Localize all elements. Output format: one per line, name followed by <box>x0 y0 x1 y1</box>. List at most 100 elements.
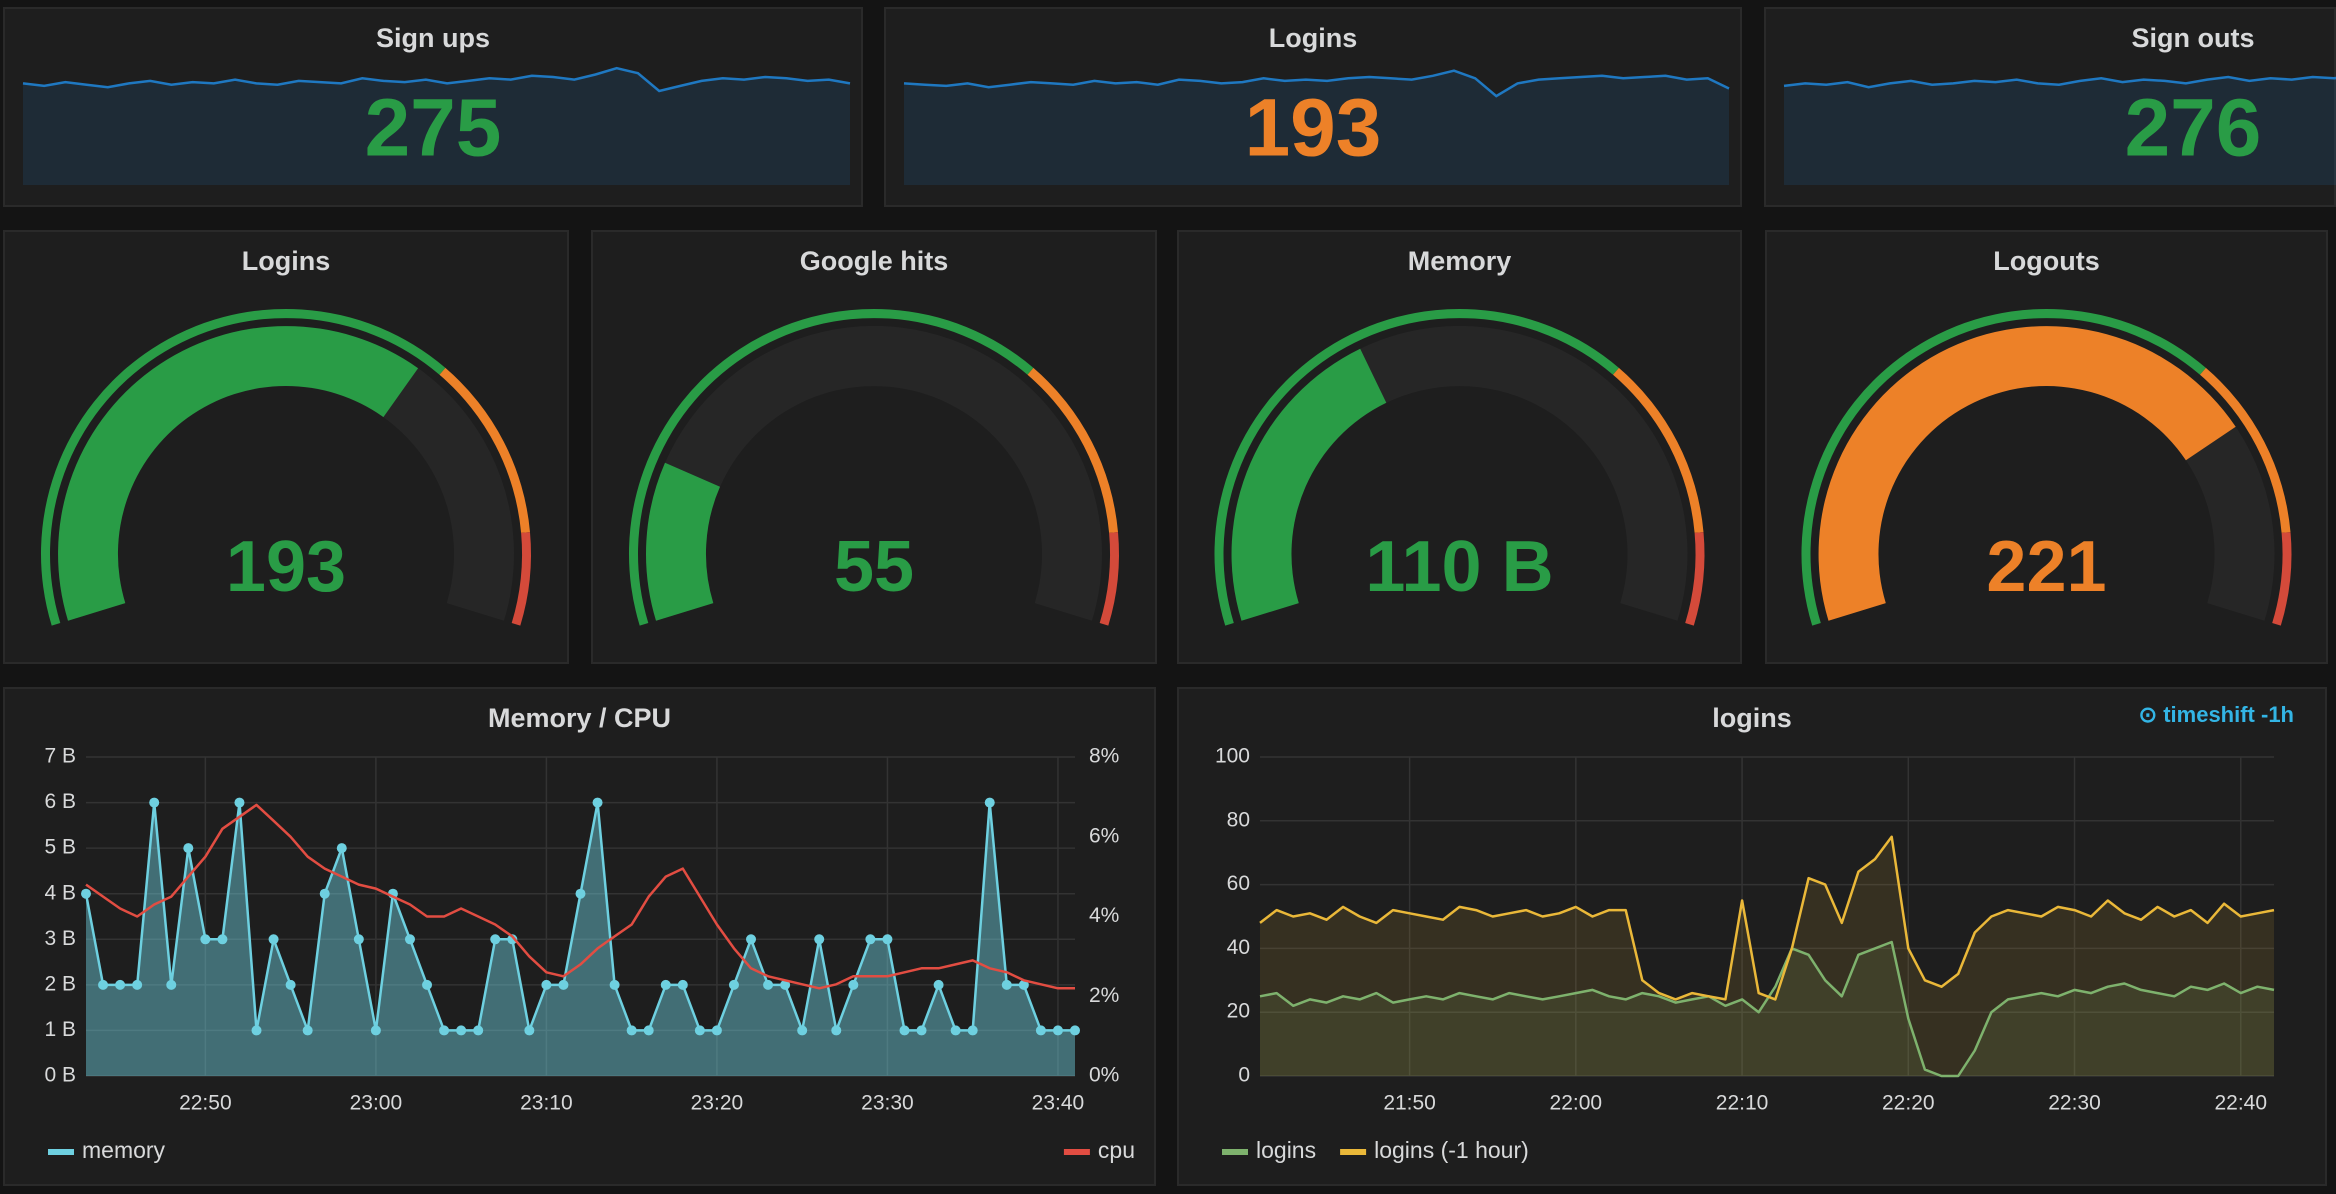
series-point <box>336 843 347 854</box>
gauge-threshold <box>439 367 530 533</box>
gauge-value-label: 110 B <box>1365 527 1553 607</box>
series-point <box>524 1025 535 1036</box>
series-point <box>763 979 774 990</box>
gauge-value <box>1231 348 1387 621</box>
series-point <box>626 1025 637 1036</box>
y2-tick-label: 2% <box>1089 984 1119 1007</box>
y-tick-label: 100 <box>1215 745 1250 768</box>
series-point <box>1001 979 1012 990</box>
series-point <box>916 1025 927 1036</box>
x-tick-label: 22:10 <box>1716 1092 1769 1115</box>
y-tick-label: 0 <box>1238 1064 1250 1087</box>
y-tick-label: 1 B <box>44 1018 76 1041</box>
legend-label: memory <box>82 1137 166 1163</box>
series-point <box>1018 979 1029 990</box>
annotation: ⊙ timeshift -1h <box>2139 702 2294 727</box>
series-point <box>319 888 330 899</box>
gauge-threshold <box>1613 367 1704 533</box>
series-point <box>797 1025 808 1036</box>
y2-tick-label: 4% <box>1089 904 1119 927</box>
gauge-threshold <box>2200 367 2291 533</box>
x-tick-label: 21:50 <box>1383 1092 1436 1115</box>
x-tick-label: 23:40 <box>1032 1092 1085 1115</box>
x-tick-label: 23:30 <box>861 1092 914 1115</box>
series-point <box>558 979 569 990</box>
series-point <box>285 979 296 990</box>
stat-value: 193 <box>1245 83 1382 174</box>
y-tick-label: 6 B <box>44 790 76 813</box>
legend-label: logins <box>1256 1137 1316 1163</box>
legend-swatch <box>1063 1149 1090 1155</box>
series-line <box>1259 835 2275 1001</box>
x-tick-label: 22:30 <box>2048 1092 2101 1115</box>
x-tick-label: 22:00 <box>1550 1092 1603 1115</box>
sparkline-area <box>1784 77 2336 185</box>
series-point <box>694 1025 705 1036</box>
panel-title: Sign ups <box>376 23 490 53</box>
x-tick-label: 22:40 <box>2214 1092 2267 1115</box>
series-point <box>456 1025 467 1036</box>
panel <box>1764 7 2336 207</box>
panel <box>884 7 1742 207</box>
series-point <box>780 979 791 990</box>
series-point <box>217 934 228 945</box>
y2-tick-label: 8% <box>1089 745 1119 768</box>
legend-swatch <box>1340 1149 1367 1155</box>
gauge-threshold <box>628 308 1034 626</box>
panel-title: Google hits <box>800 246 949 276</box>
legend-swatch <box>1222 1149 1248 1155</box>
series-point <box>370 1025 381 1036</box>
panel <box>3 7 863 207</box>
gauge-threshold <box>1027 367 1118 533</box>
gauge-value-label: 55 <box>834 527 914 607</box>
y-tick-label: 5 B <box>44 836 76 859</box>
series-point <box>353 934 364 945</box>
series-point <box>439 1025 450 1036</box>
series-point <box>1070 1025 1080 1036</box>
series-point <box>268 934 279 945</box>
panel-title: logins <box>1712 703 1792 733</box>
gauge-threshold <box>511 532 531 626</box>
gauge-value-label: 193 <box>226 527 346 607</box>
series-point <box>115 979 126 990</box>
series-point <box>899 1025 910 1036</box>
y-tick-label: 20 <box>1227 1000 1250 1023</box>
series-point <box>302 1025 313 1036</box>
y-tick-label: 60 <box>1227 872 1250 895</box>
sparkline <box>22 66 851 93</box>
gauge-track <box>646 325 1102 621</box>
series-point <box>575 888 586 899</box>
x-tick-label: 23:20 <box>691 1092 744 1115</box>
series-point <box>200 934 211 945</box>
y-tick-label: 80 <box>1227 808 1250 831</box>
series-point <box>865 934 876 945</box>
y-tick-label: 0 B <box>44 1064 76 1087</box>
series-point <box>933 979 944 990</box>
series-point <box>541 979 552 990</box>
series-point <box>422 979 433 990</box>
legend-label: cpu <box>1098 1137 1135 1163</box>
y-tick-label: 7 B <box>44 745 76 768</box>
panel-title: Sign outs <box>2132 23 2255 53</box>
x-tick-label: 23:10 <box>520 1092 573 1115</box>
series-point <box>711 1025 722 1036</box>
y-tick-label: 3 B <box>44 927 76 950</box>
panel-title: Logins <box>242 246 331 276</box>
series-point <box>98 979 109 990</box>
series-point <box>848 979 859 990</box>
y-tick-label: 4 B <box>44 881 76 904</box>
gauge-value <box>646 462 720 621</box>
series-point <box>149 797 160 808</box>
x-tick-label: 23:00 <box>350 1092 403 1115</box>
series-point <box>967 1025 978 1036</box>
gauge-threshold <box>2272 532 2292 626</box>
sparkline <box>903 69 1730 98</box>
series-point <box>183 843 194 854</box>
gauge-threshold <box>1685 532 1705 626</box>
gauge-value-label: 221 <box>1986 527 2106 607</box>
panel <box>3 687 1156 1186</box>
series-area <box>1260 942 2274 1076</box>
series-point <box>592 797 603 808</box>
series-line <box>1259 940 2275 1078</box>
y2-tick-label: 6% <box>1089 824 1119 847</box>
